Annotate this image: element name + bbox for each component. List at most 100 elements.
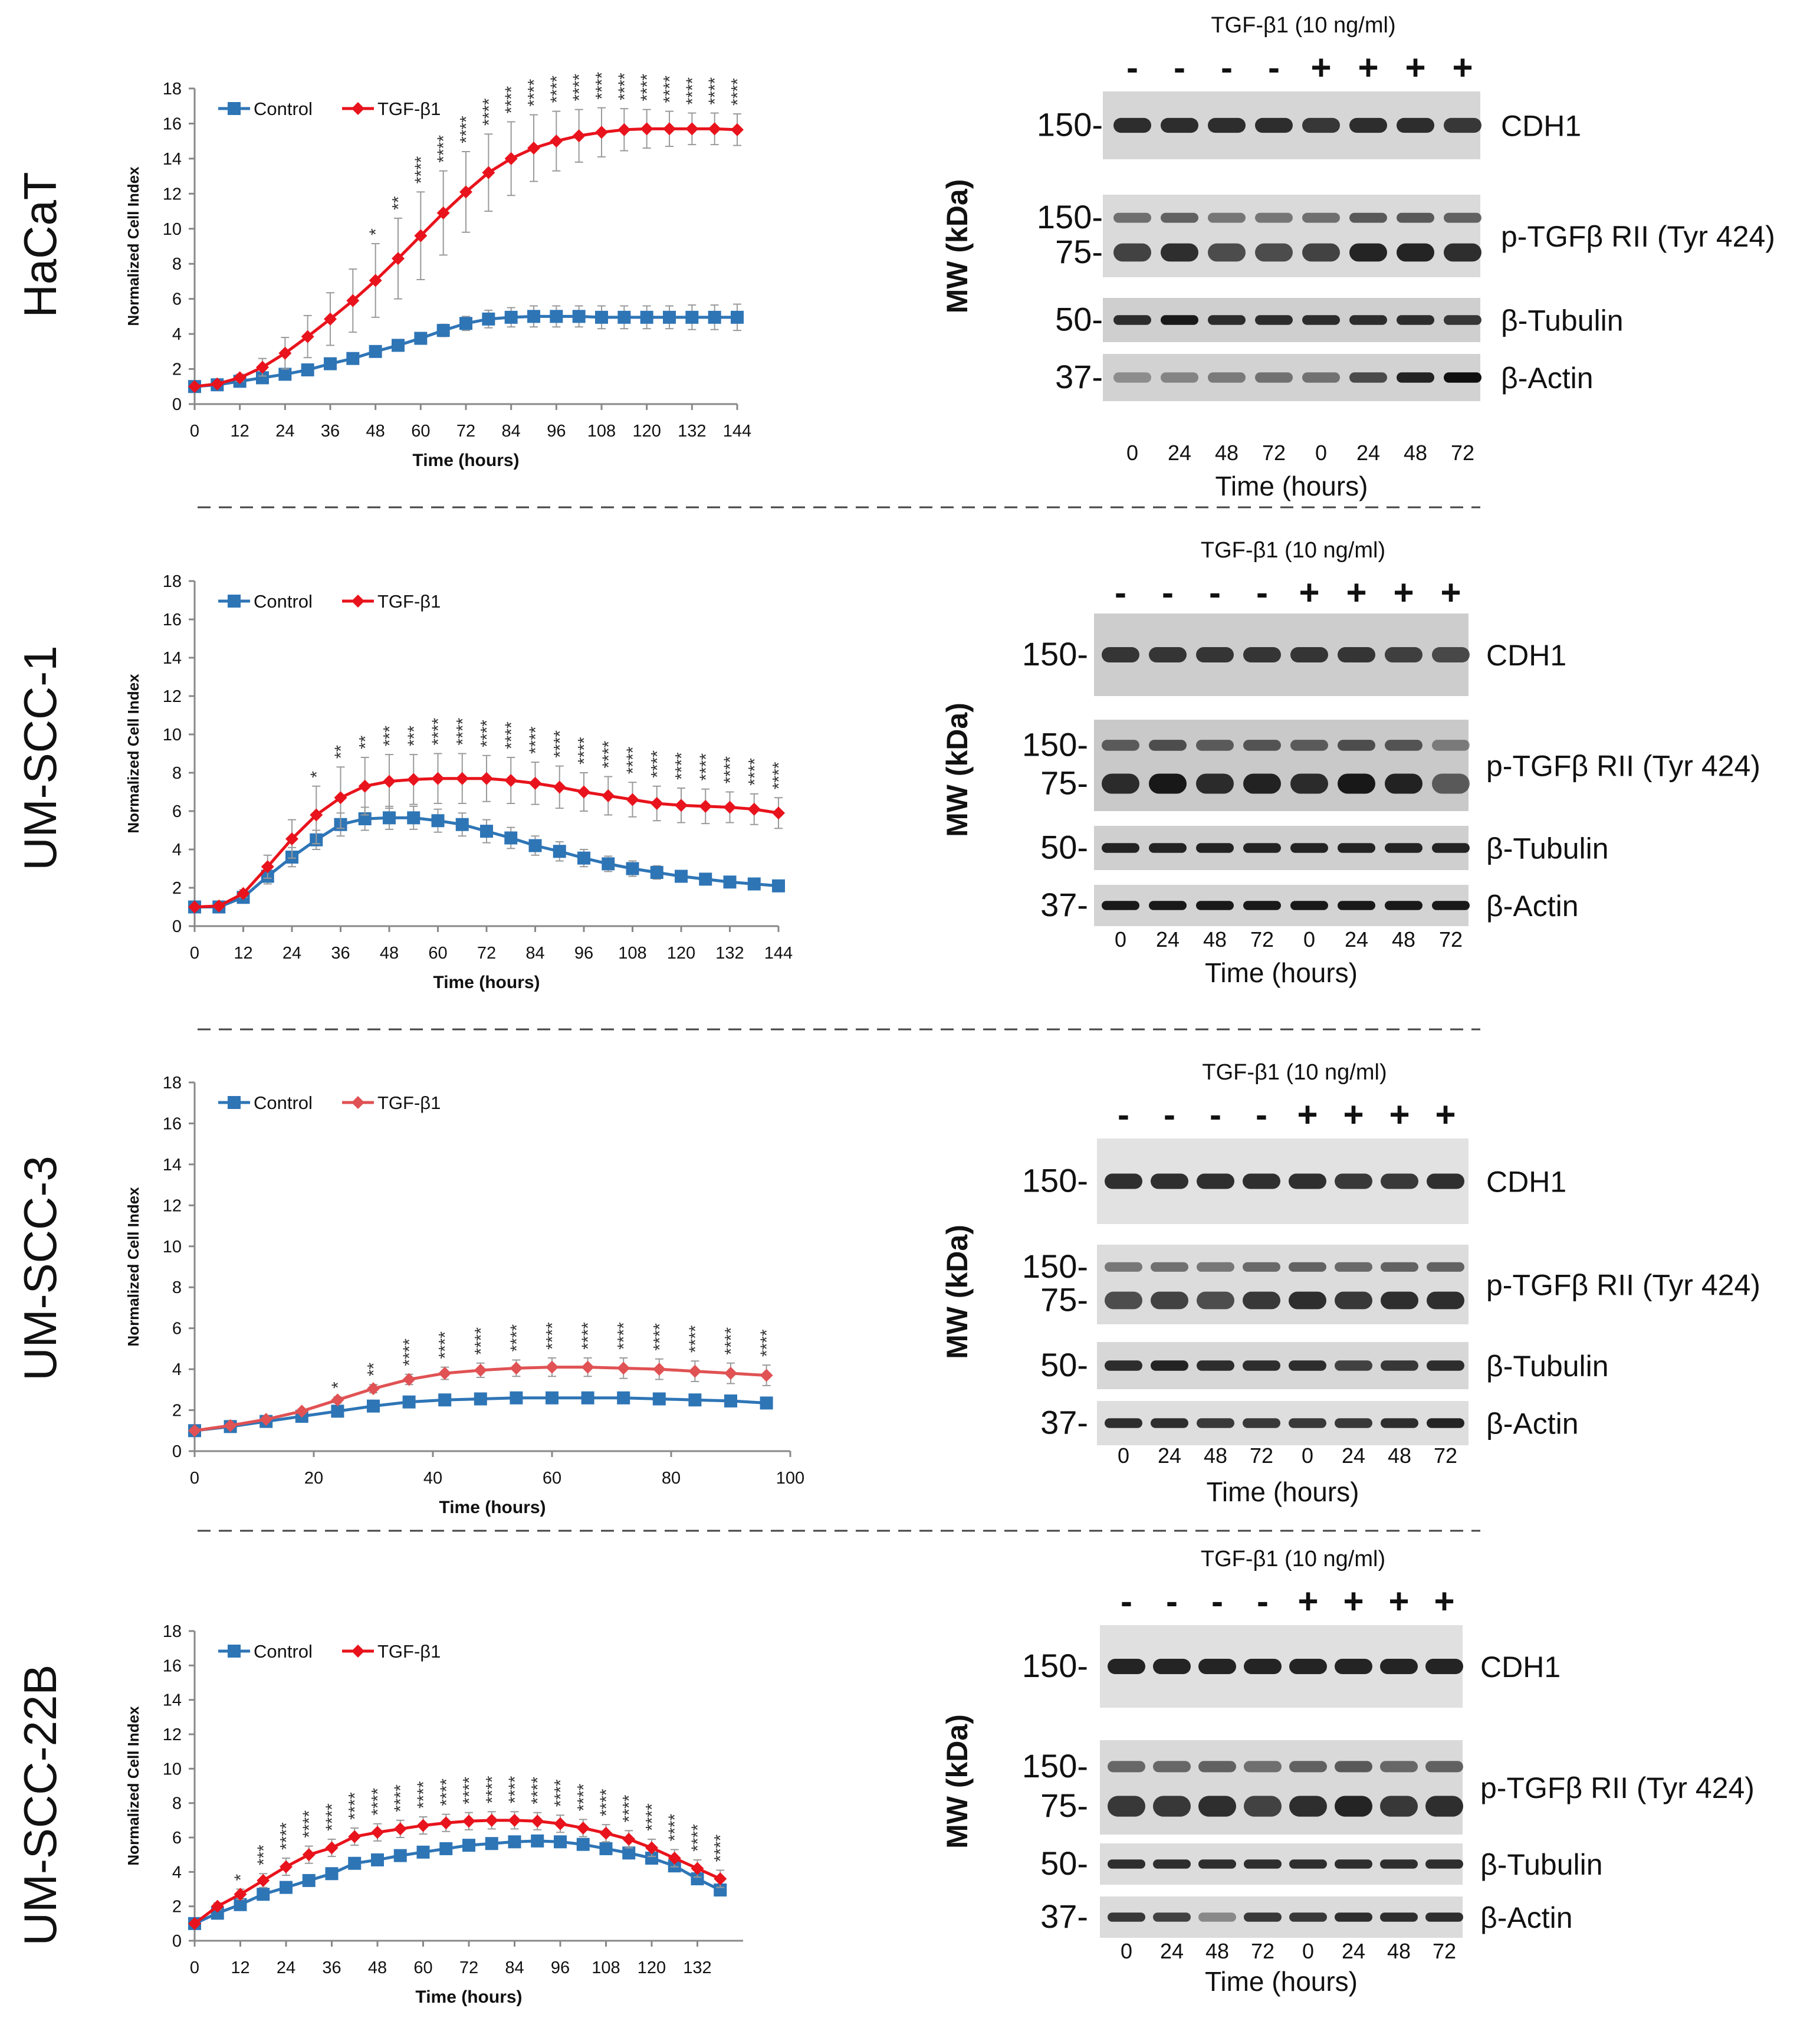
significance-stars: **** <box>722 1327 741 1355</box>
significance-stars: **** <box>436 1331 455 1359</box>
protein-band <box>1335 1796 1372 1817</box>
data-point <box>302 1848 316 1862</box>
mw-marker: 37- <box>1040 1404 1088 1441</box>
data-point <box>438 1393 452 1407</box>
data-point <box>301 363 314 377</box>
protein-band <box>1380 1859 1418 1869</box>
legend-label: TGF-β1 <box>377 1641 441 1662</box>
y-tick-label: 16 <box>163 611 182 629</box>
significance-stars: **** <box>728 78 748 106</box>
protein-band <box>1349 315 1387 325</box>
data-point <box>688 1393 702 1407</box>
treatment-sign: + <box>1434 1582 1454 1621</box>
data-point <box>550 310 563 323</box>
protein-band <box>1113 243 1151 262</box>
protein-label: β-Actin <box>1501 362 1594 395</box>
legend-label: Control <box>254 1092 313 1113</box>
protein-band <box>1255 315 1293 325</box>
legend-label: TGF-β1 <box>377 99 441 119</box>
lane-time-label: 24 <box>1356 441 1380 465</box>
legend-marker <box>228 1096 241 1109</box>
protein-band <box>1161 117 1198 133</box>
data-point <box>211 377 224 391</box>
data-point <box>188 1424 201 1438</box>
data-point <box>699 799 712 813</box>
y-tick-label: 12 <box>163 687 182 706</box>
x-tick-label: 84 <box>502 422 521 441</box>
protein-band <box>1427 1418 1464 1428</box>
lane-time-label: 0 <box>1115 927 1126 951</box>
protein-band <box>1255 243 1293 262</box>
protein-band <box>1289 1659 1327 1674</box>
significance-stars: **** <box>745 758 764 786</box>
lane-time-label: 72 <box>1251 1939 1274 1963</box>
protein-band <box>1151 1291 1188 1310</box>
protein-band <box>1153 1912 1191 1922</box>
data-point <box>459 317 472 330</box>
significance-stars: **** <box>300 1810 319 1838</box>
blot-row: 150-75- p-TGFβ RII (Tyr 424) <box>1022 720 1760 811</box>
data-point <box>622 1846 636 1860</box>
y-tick-label: 10 <box>163 726 182 744</box>
protein-band <box>1338 647 1375 662</box>
significance-stars: *** <box>254 1845 274 1865</box>
protein-band <box>1113 212 1151 223</box>
x-tick-label: 0 <box>190 1958 199 1977</box>
series-control <box>188 303 744 393</box>
data-point <box>431 814 445 828</box>
data-point <box>402 1373 416 1386</box>
significance-stars: **** <box>507 1324 527 1351</box>
protein-band <box>1425 1796 1463 1817</box>
x-tick-label: 96 <box>574 944 593 963</box>
significance-stars: * <box>366 228 386 235</box>
data-point <box>234 1888 247 1901</box>
protein-band <box>1290 647 1328 662</box>
data-point <box>576 1838 590 1851</box>
x-tick-label: 108 <box>592 1958 620 1977</box>
protein-band <box>1335 1173 1372 1189</box>
y-tick-label: 6 <box>172 1320 182 1338</box>
x-tick-label: 48 <box>366 422 385 441</box>
data-point <box>482 312 495 326</box>
x-tick-label: 0 <box>190 944 199 963</box>
data-point <box>407 811 420 825</box>
protein-band <box>1102 740 1139 751</box>
protein-band <box>1208 117 1246 133</box>
mw-axis-label: MW (kDa) <box>941 703 974 837</box>
y-tick-label: 14 <box>163 1156 182 1174</box>
legend-marker <box>228 595 241 608</box>
protein-band <box>1381 1173 1418 1189</box>
data-point <box>599 1826 613 1840</box>
data-point <box>531 1815 544 1828</box>
y-tick-label: 18 <box>163 572 182 591</box>
data-point <box>474 1363 487 1377</box>
significance-stars: *** <box>405 726 424 746</box>
mw-marker: 150- <box>1022 1647 1088 1684</box>
protein-band <box>1397 117 1434 133</box>
x-tick-label: 108 <box>587 422 616 441</box>
legend-label: Control <box>254 1641 313 1662</box>
significance-stars: **** <box>620 1794 639 1822</box>
treatment-sign: - <box>1221 48 1233 87</box>
protein-band <box>1243 647 1281 662</box>
data-point <box>325 1841 339 1855</box>
significance-stars: **** <box>579 1322 598 1350</box>
y-tick-label: 4 <box>172 841 182 859</box>
lane-time-label: 72 <box>1250 927 1274 951</box>
y-tick-label: 4 <box>172 1863 182 1882</box>
lane-time-label: 48 <box>1388 1443 1411 1468</box>
protein-band <box>1153 1859 1191 1869</box>
significance-stars: **** <box>346 1792 365 1820</box>
mw-marker: 75- <box>1040 1281 1088 1318</box>
protein-band <box>1397 212 1434 223</box>
mw-marker: 75- <box>1040 1787 1088 1824</box>
lane-time-label: 48 <box>1392 927 1415 951</box>
x-tick-label: 20 <box>304 1469 323 1488</box>
protein-band <box>1196 647 1234 662</box>
significance-stars: **** <box>277 1822 297 1850</box>
protein-band <box>1197 1262 1234 1272</box>
significance-stars: **** <box>369 1788 388 1816</box>
blot-row: 37- β-Actin <box>1040 885 1579 926</box>
data-point <box>714 1872 727 1885</box>
y-tick-label: 10 <box>163 1760 182 1779</box>
